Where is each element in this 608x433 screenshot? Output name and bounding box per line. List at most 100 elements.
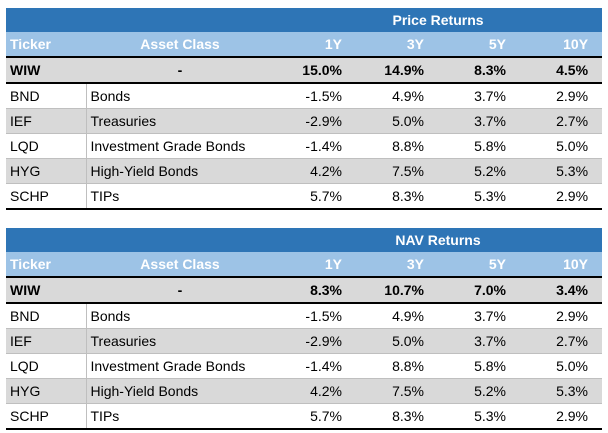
column-header-5y: 5Y	[438, 252, 520, 278]
row-return-10y: 5.3%	[520, 158, 603, 184]
row-asset-class: High-Yield Bonds	[86, 378, 274, 404]
column-header-asset-class: Asset Class	[86, 252, 274, 278]
group-header-spacer	[6, 8, 274, 32]
fund-return-1y: 8.3%	[274, 277, 356, 304]
row-return-10y: 2.9%	[520, 83, 603, 109]
column-header-10y: 10Y	[520, 32, 603, 58]
table-row: LQD Investment Grade Bonds -1.4% 8.8% 5.…	[6, 133, 603, 159]
row-return-1y: 5.7%	[274, 183, 356, 210]
nav-returns-title: NAV Returns	[274, 228, 602, 252]
row-return-5y: 3.7%	[438, 108, 520, 134]
row-return-10y: 2.9%	[520, 403, 602, 430]
table-row: SCHP TIPs 5.7% 8.3% 5.3% 2.9%	[6, 183, 603, 210]
fund-return-3y: 14.9%	[356, 57, 438, 84]
column-header-3y: 3Y	[356, 252, 438, 278]
table-row: IEF Treasuries -2.9% 5.0% 3.7% 2.7%	[6, 108, 603, 134]
row-return-10y: 2.7%	[520, 328, 602, 354]
row-asset-class: TIPs	[86, 183, 274, 210]
row-ticker: BND	[6, 303, 87, 329]
row-return-10y: 2.7%	[520, 108, 603, 134]
row-return-1y: -1.4%	[274, 353, 356, 379]
row-ticker: SCHP	[6, 403, 87, 430]
row-return-3y: 4.9%	[356, 303, 438, 329]
row-asset-class: Investment Grade Bonds	[86, 133, 274, 159]
row-return-5y: 3.7%	[438, 328, 520, 354]
fund-asset-class: -	[86, 277, 274, 304]
row-return-10y: 5.3%	[520, 378, 602, 404]
row-ticker: IEF	[6, 108, 87, 134]
table-row: IEF Treasuries -2.9% 5.0% 3.7% 2.7%	[6, 328, 602, 354]
row-return-10y: 2.9%	[520, 183, 603, 210]
fund-asset-class: -	[86, 57, 274, 84]
row-return-3y: 8.3%	[356, 183, 438, 210]
row-return-3y: 5.0%	[356, 328, 438, 354]
row-return-5y: 5.8%	[438, 353, 520, 379]
row-asset-class: Bonds	[86, 303, 274, 329]
fund-ticker: WIW	[6, 277, 86, 304]
fund-return-5y: 7.0%	[438, 277, 520, 304]
price-returns-column-headers: Ticker Asset Class 1Y 3Y 5Y 10Y	[6, 32, 603, 58]
row-return-3y: 7.5%	[356, 378, 438, 404]
row-return-10y: 5.0%	[520, 133, 603, 159]
row-return-3y: 7.5%	[356, 158, 438, 184]
row-return-1y: -2.9%	[274, 328, 356, 354]
fund-return-10y: 4.5%	[520, 57, 603, 84]
row-return-5y: 5.2%	[438, 378, 520, 404]
nav-returns-group-header: NAV Returns	[6, 228, 602, 252]
table-row: BND Bonds -1.5% 4.9% 3.7% 2.9%	[6, 303, 602, 329]
fund-return-1y: 15.0%	[274, 57, 356, 84]
row-ticker: SCHP	[6, 183, 87, 210]
column-header-asset-class: Asset Class	[86, 32, 274, 58]
row-return-1y: 4.2%	[274, 378, 356, 404]
fund-return-5y: 8.3%	[438, 57, 520, 84]
row-return-5y: 5.2%	[438, 158, 520, 184]
row-return-1y: -2.9%	[274, 108, 356, 134]
column-header-1y: 1Y	[274, 32, 356, 58]
row-return-3y: 5.0%	[356, 108, 438, 134]
table-row: HYG High-Yield Bonds 4.2% 7.5% 5.2% 5.3%	[6, 378, 602, 404]
fund-row: WIW - 15.0% 14.9% 8.3% 4.5%	[6, 57, 603, 84]
fund-ticker: WIW	[6, 57, 86, 84]
row-asset-class: TIPs	[86, 403, 274, 430]
table-row: BND Bonds -1.5% 4.9% 3.7% 2.9%	[6, 83, 603, 109]
row-ticker: HYG	[6, 158, 87, 184]
group-header-spacer	[6, 228, 274, 252]
row-return-3y: 8.8%	[356, 133, 438, 159]
row-return-5y: 5.3%	[438, 403, 520, 430]
table-row: HYG High-Yield Bonds 4.2% 7.5% 5.2% 5.3%	[6, 158, 603, 184]
column-header-1y: 1Y	[274, 252, 356, 278]
row-return-1y: -1.5%	[274, 303, 356, 329]
row-return-10y: 2.9%	[520, 303, 602, 329]
table-row: SCHP TIPs 5.7% 8.3% 5.3% 2.9%	[6, 403, 602, 430]
row-return-3y: 4.9%	[356, 83, 438, 109]
row-return-5y: 3.7%	[438, 83, 520, 109]
row-ticker: HYG	[6, 378, 87, 404]
row-return-1y: 4.2%	[274, 158, 356, 184]
row-return-5y: 5.8%	[438, 133, 520, 159]
row-return-10y: 5.0%	[520, 353, 602, 379]
row-return-1y: -1.5%	[274, 83, 356, 109]
row-return-5y: 3.7%	[438, 303, 520, 329]
row-asset-class: High-Yield Bonds	[86, 158, 274, 184]
row-return-1y: 5.7%	[274, 403, 356, 430]
column-header-ticker: Ticker	[6, 32, 86, 58]
row-return-3y: 8.3%	[356, 403, 438, 430]
row-ticker: LQD	[6, 353, 87, 379]
row-return-3y: 8.8%	[356, 353, 438, 379]
nav-returns-column-headers: Ticker Asset Class 1Y 3Y 5Y 10Y	[6, 252, 602, 278]
table-row: LQD Investment Grade Bonds -1.4% 8.8% 5.…	[6, 353, 602, 379]
row-asset-class: Bonds	[86, 83, 274, 109]
column-header-3y: 3Y	[356, 32, 438, 58]
row-ticker: LQD	[6, 133, 87, 159]
column-header-5y: 5Y	[438, 32, 520, 58]
row-asset-class: Treasuries	[86, 328, 274, 354]
price-returns-group-header: Price Returns	[6, 8, 603, 32]
nav-returns-table: NAV Returns Ticker Asset Class 1Y 3Y 5Y …	[6, 228, 602, 430]
price-returns-table: Price Returns Ticker Asset Class 1Y 3Y 5…	[6, 8, 603, 210]
fund-return-10y: 3.4%	[520, 277, 602, 304]
row-asset-class: Investment Grade Bonds	[86, 353, 274, 379]
price-returns-title: Price Returns	[274, 8, 603, 32]
row-asset-class: Treasuries	[86, 108, 274, 134]
fund-return-3y: 10.7%	[356, 277, 438, 304]
column-header-10y: 10Y	[520, 252, 602, 278]
